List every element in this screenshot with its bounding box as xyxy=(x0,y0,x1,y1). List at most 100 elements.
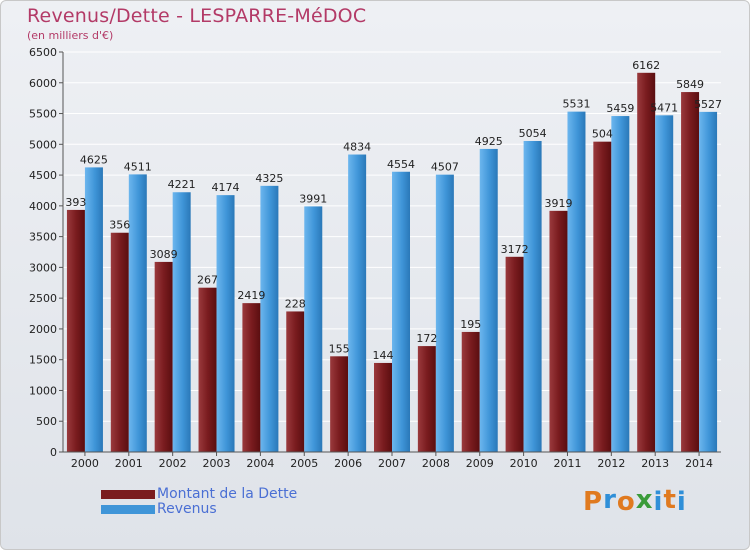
y-tick-label: 2500 xyxy=(29,292,57,305)
bar-debt xyxy=(637,72,656,453)
bar-debt xyxy=(66,209,85,452)
x-tick-label: 2005 xyxy=(290,457,318,470)
logo-letter: P xyxy=(583,487,604,517)
bar-revenue xyxy=(523,140,542,452)
proxiti-logo: Proxiti xyxy=(583,485,687,517)
y-tick-label: 6000 xyxy=(29,77,57,90)
x-tick-label: 2008 xyxy=(422,457,450,470)
bar-revenue xyxy=(260,185,279,452)
y-tick-label: 1000 xyxy=(29,384,57,397)
value-label-revenue: 4511 xyxy=(124,160,152,173)
value-label-debt: 6162 xyxy=(632,59,660,72)
logo-letter: t xyxy=(663,485,677,515)
legend-swatch-revenue xyxy=(101,505,155,514)
y-tick-label: 3000 xyxy=(29,261,57,274)
x-tick-label: 2001 xyxy=(115,457,143,470)
value-label-debt: 144 xyxy=(373,349,394,362)
value-labels: 393 4625 356 4511 3089 4221 267 4174 2419 4325 228… xyxy=(65,59,722,362)
y-tick-label: 3500 xyxy=(29,231,57,244)
value-label-revenue: 4221 xyxy=(168,178,196,191)
bar-debt xyxy=(505,256,524,452)
value-label-revenue: 4625 xyxy=(80,153,108,166)
y-tick-label: 2000 xyxy=(29,323,57,336)
bar-revenue xyxy=(216,195,235,452)
chart-title: Revenus/Dette - LESPARRE-MéDOC xyxy=(27,5,367,27)
bar-revenue xyxy=(611,116,630,453)
value-label-revenue: 5054 xyxy=(519,127,547,140)
y-tick-label: 4000 xyxy=(29,200,57,213)
bar-debt xyxy=(154,261,173,452)
bar-revenue xyxy=(435,174,454,452)
value-label-debt: 2419 xyxy=(237,289,265,302)
y-tick-label: 1500 xyxy=(29,354,57,367)
value-label-debt: 3089 xyxy=(150,248,178,261)
bar-revenue xyxy=(348,154,367,452)
x-tick-label: 2002 xyxy=(159,457,187,470)
bar-revenue xyxy=(699,111,718,452)
bar-debt xyxy=(110,232,129,452)
bar-revenue xyxy=(84,167,103,452)
bar-debt xyxy=(461,331,480,452)
axes: 0 500 1000 1500 2000 2500 3000 3500 4000 4500 5000… xyxy=(29,46,721,470)
x-tick-label: 2007 xyxy=(378,457,406,470)
bar-debt xyxy=(593,141,612,452)
y-tick-label: 5500 xyxy=(29,108,57,121)
value-label-debt: 393 xyxy=(65,196,86,209)
x-tick-label: 2000 xyxy=(71,457,99,470)
logo-letter: o xyxy=(616,487,636,517)
value-label-debt: 3919 xyxy=(544,197,572,210)
value-label-revenue: 5459 xyxy=(606,102,634,115)
x-tick-label: 2012 xyxy=(597,457,625,470)
bar-debt xyxy=(330,356,349,452)
bar-revenue xyxy=(172,192,191,452)
value-label-revenue: 3991 xyxy=(299,192,327,205)
value-label-debt: 504 xyxy=(592,128,613,141)
x-tick-label: 2003 xyxy=(203,457,231,470)
y-tick-label: 6500 xyxy=(29,46,57,59)
bar-revenue xyxy=(304,206,323,452)
value-label-revenue: 5527 xyxy=(694,98,722,111)
y-tick-label: 0 xyxy=(50,446,57,459)
bars xyxy=(66,72,718,453)
x-tick-label: 2010 xyxy=(510,457,538,470)
x-tick-label: 2009 xyxy=(466,457,494,470)
value-label-revenue: 4174 xyxy=(212,181,240,194)
value-label-debt: 267 xyxy=(197,274,218,287)
value-label-debt: 172 xyxy=(416,332,437,345)
value-label-revenue: 5471 xyxy=(650,101,678,114)
value-label-debt: 3172 xyxy=(501,243,529,256)
y-tick-label: 4500 xyxy=(29,169,57,182)
bar-debt xyxy=(549,210,568,452)
x-tick-label: 2006 xyxy=(334,457,362,470)
bar-debt xyxy=(681,92,700,453)
x-tick-label: 2013 xyxy=(641,457,669,470)
logo-letter: i xyxy=(653,487,664,517)
value-label-debt: 356 xyxy=(109,219,130,232)
bar-debt xyxy=(417,346,436,452)
value-label-revenue: 4925 xyxy=(475,135,503,148)
y-tick-label: 500 xyxy=(36,415,57,428)
bar-debt xyxy=(374,362,392,452)
legend-label-revenue: Revenus xyxy=(157,501,217,517)
value-label-revenue: 4325 xyxy=(255,172,283,185)
x-tick-label: 2011 xyxy=(553,457,581,470)
x-tick-label: 2004 xyxy=(246,457,274,470)
bar-debt xyxy=(198,287,217,452)
bar-revenue xyxy=(128,174,147,452)
logo-letter: i xyxy=(676,487,687,517)
value-label-debt: 228 xyxy=(285,297,306,310)
bar-revenue xyxy=(567,111,586,452)
chart-subtitle: (en milliers d'€) xyxy=(27,29,114,42)
y-tick-label: 5000 xyxy=(29,138,57,151)
legend-swatch-debt xyxy=(101,490,155,499)
value-label-debt: 5849 xyxy=(676,78,704,91)
bar-revenue xyxy=(655,115,674,453)
value-label-revenue: 4507 xyxy=(431,161,459,174)
value-label-debt: 195 xyxy=(460,318,481,331)
logo-letter: x xyxy=(635,485,654,515)
bar-revenue xyxy=(479,148,498,452)
bar-revenue xyxy=(392,171,410,452)
bar-debt xyxy=(286,311,305,452)
